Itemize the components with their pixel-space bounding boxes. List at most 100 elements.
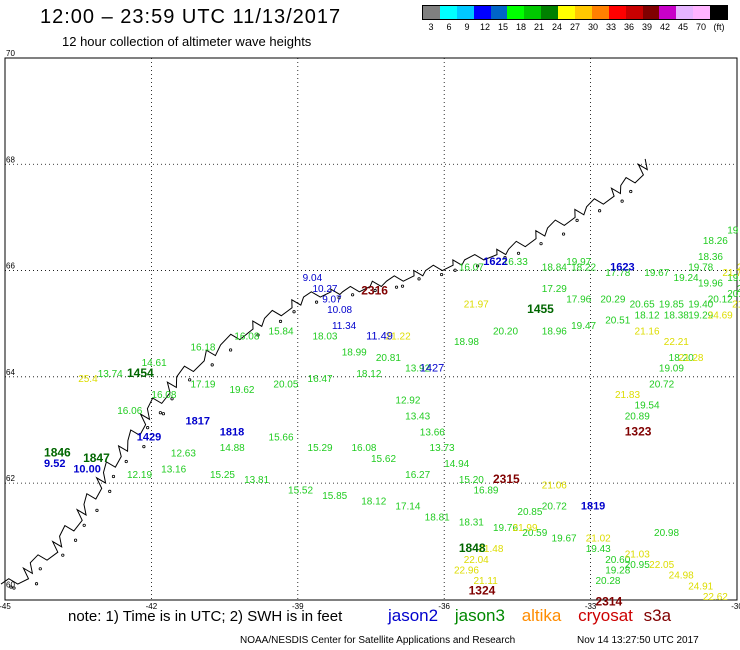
- map-title: 12:00 – 23:59 UTC 11/13/2017: [40, 6, 342, 28]
- swh-value-jason3: 18.38: [664, 310, 689, 321]
- coastal-island: [210, 363, 214, 367]
- swh-value-altika: 21.48: [478, 544, 503, 555]
- coastal-island: [629, 189, 633, 194]
- swh-value-jason3: 16.07: [459, 263, 484, 274]
- swh-value-jason3: 18.96: [542, 326, 567, 337]
- swh-value-jason3: 13.16: [161, 464, 186, 475]
- swh-value-jason3: 16.27: [405, 470, 430, 481]
- swh-value-altika: 21.03: [625, 549, 650, 560]
- longitude-label: -33: [585, 602, 597, 611]
- longitude-label: -30: [731, 602, 740, 611]
- swh-value-jason3: 13.73: [430, 443, 455, 454]
- scale-swatch: [575, 6, 592, 19]
- legend-jason2: jason2: [388, 606, 439, 625]
- scale-swatch: [676, 6, 694, 19]
- coastal-island: [108, 489, 112, 494]
- swh-value-jason3: 18.03: [312, 332, 337, 343]
- latitude-label: 68: [6, 155, 15, 164]
- scale-label: 45: [677, 22, 688, 32]
- scale-swatch: [524, 6, 542, 19]
- swh-time-jason3: 1847: [83, 451, 110, 465]
- coastal-island: [597, 209, 602, 213]
- coastal-island: [158, 411, 162, 415]
- scale-label: 18: [515, 22, 526, 32]
- swh-value-jason2: 1427: [420, 363, 444, 375]
- scale-label: 24: [551, 22, 562, 32]
- swh-value-altika: 21.06: [542, 480, 567, 491]
- swh-value-jason3: 20.89: [625, 411, 650, 422]
- swh-value-jason3: 15.29: [308, 443, 333, 454]
- latitude-label: 70: [6, 49, 15, 58]
- swh-value-jason3: 18.12: [361, 496, 386, 507]
- swh-value-altika: 22.21: [664, 337, 689, 348]
- swh-value-jason3: 19.09: [659, 364, 684, 375]
- swh-value-jason3: 18.81: [425, 512, 450, 523]
- coastal-island: [9, 585, 13, 589]
- coastal-island: [256, 333, 260, 337]
- scale-label: 33: [605, 22, 616, 32]
- swh-value-jason3: 19.47: [571, 321, 596, 332]
- coastal-island: [229, 348, 233, 352]
- swh-value-jason3: 14.61: [142, 358, 167, 369]
- swh-value-jason3: 20.81: [376, 353, 401, 364]
- swh-value-jason3: 19.96: [698, 278, 723, 289]
- coastal-island: [453, 268, 457, 272]
- map-subtitle: 12 hour collection of altimeter wave hei…: [62, 34, 312, 49]
- coastal-island: [400, 284, 405, 288]
- swh-value-jason3: 20.29: [600, 294, 625, 305]
- coastal-island: [146, 426, 150, 430]
- swh-value-jason3: 20.20: [493, 326, 518, 337]
- swh-value-altika: 21.89: [732, 300, 740, 311]
- swh-value-altika: 22.05: [649, 560, 674, 571]
- coastal-island: [337, 296, 341, 300]
- swh-value-jason3: 18.84: [542, 263, 567, 274]
- swh-value-jason3: 16.89: [473, 486, 498, 497]
- scale-label: 12: [479, 22, 490, 32]
- swh-time-jason3: 1846: [44, 446, 71, 460]
- scale-label: 39: [641, 22, 652, 32]
- coastal-island: [561, 232, 566, 236]
- swh-value-jason3: 13.74: [98, 369, 123, 380]
- swh-value-jason3: 16.08: [351, 443, 376, 454]
- scale-swatch: [473, 6, 491, 19]
- scale-label: 9: [464, 22, 470, 32]
- scale-swatch: [423, 6, 440, 19]
- swh-value-jason3: 19.97: [566, 257, 591, 268]
- swh-time-jason2: 1622: [483, 256, 507, 268]
- legend-s3a: s3a: [643, 606, 672, 625]
- swh-value-altika: 21.22: [386, 332, 411, 343]
- swh-value-jason3: 12.63: [171, 449, 196, 460]
- swh-value-jason3: 19.9: [727, 273, 740, 284]
- swh-value-jason3: 15.52: [288, 486, 313, 497]
- swh-value-jason3: 16.18: [190, 342, 215, 353]
- swh-value-jason2: 9.07: [322, 294, 342, 305]
- swh-value-jason3: 19.85: [659, 300, 684, 311]
- scale-label: 70: [695, 22, 706, 32]
- coastal-island: [539, 242, 543, 246]
- swh-time-jason2: 1819: [581, 501, 605, 513]
- swh-value-jason3: 20.60: [605, 555, 630, 566]
- swh-value-jason3: 18.98: [454, 337, 479, 348]
- swh-value-jason3: 20.12: [708, 294, 733, 305]
- coastal-island: [314, 300, 319, 304]
- coastal-island: [124, 459, 128, 464]
- swh-value-jason3: 19.24: [674, 273, 699, 284]
- scale-swatch: [710, 6, 728, 19]
- scale-label: 36: [623, 22, 634, 32]
- swh-value-altika: 24.91: [688, 581, 713, 592]
- swh-value-jason3: 16.47: [308, 374, 333, 385]
- swh-value-altika: 21.83: [615, 390, 640, 401]
- coastal-island: [475, 264, 480, 268]
- swh-value-jason2: 11.49: [366, 331, 393, 343]
- swh-value-jason2: 1817: [186, 416, 210, 428]
- swh-value-altika: 24.98: [669, 571, 694, 582]
- coastal-island: [439, 272, 444, 277]
- swh-value-altika: 21.75: [722, 268, 740, 279]
- swh-value-jason3: 20.05: [273, 379, 298, 390]
- swh-value-jason3: 15.62: [371, 454, 396, 465]
- swh-value-jason3: 19.54: [635, 401, 660, 412]
- swh-value-jason3: 20.72: [649, 379, 674, 390]
- swh-value-jason3: 20.28: [595, 576, 620, 587]
- satellite-legend: jason2 jason3 altika cryosat s3a: [388, 606, 683, 626]
